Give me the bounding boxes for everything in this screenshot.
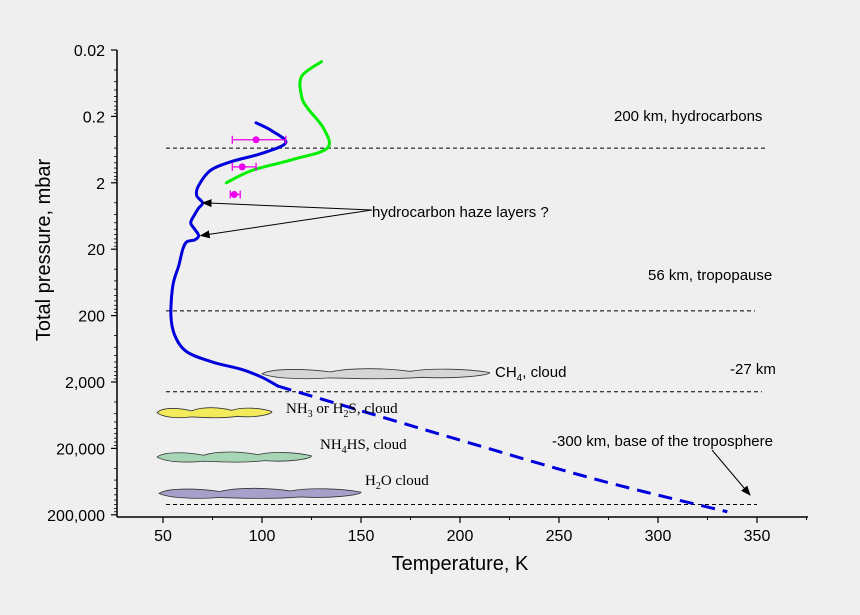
y-tick-label: 0.02 [74, 43, 105, 60]
ref-label-troposphere-base: -300 km, base of the troposphere [552, 433, 773, 450]
cloud-label-ch4: CH4, cloud [495, 364, 566, 384]
y-tick-label: 2,000 [65, 375, 105, 392]
cloud-label-nh3-h2s: NH3 or H2S, cloud [286, 401, 398, 420]
data-series [169, 60, 728, 514]
troposphere-arrow [711, 449, 751, 496]
series-line-blue-dashed [277, 384, 728, 514]
cloud-label-h2o: H2O cloud [365, 473, 429, 492]
series-line-blue [169, 121, 288, 388]
cloud-nh4hs [156, 451, 312, 463]
y-tick-label: 200,000 [47, 508, 105, 525]
ref-label-tropopause: 56 km, tropopause [648, 267, 772, 284]
x-tick-label: 50 [154, 528, 172, 545]
cloud-h2o [158, 487, 362, 499]
cloud-label-nh4hs: NH4HS, cloud [320, 437, 407, 456]
x-tick-label: 350 [744, 528, 771, 545]
annotation-arrow [199, 209, 373, 239]
cloud-ch4 [261, 368, 491, 380]
reference-lines [166, 147, 768, 506]
x-tick-label: 100 [249, 528, 276, 545]
data-point [252, 136, 260, 144]
cloud-layers [156, 368, 491, 499]
x-tick-label: 200 [447, 528, 474, 545]
haze-annotation-label: hydrocarbon haze layers ? [372, 204, 549, 221]
y-axis-title: Total pressure, mbar [33, 159, 55, 342]
y-tick-label: 0.2 [83, 109, 105, 126]
series-line-green [224, 60, 331, 185]
data-point [230, 190, 238, 198]
ref-label-hydrocarbons: 200 km, hydrocarbons [614, 108, 762, 125]
annotation-arrow [201, 199, 373, 211]
ref-label-minus27: -27 km [730, 361, 776, 378]
y-tick-label: 20,000 [56, 441, 105, 458]
x-tick-label: 300 [645, 528, 672, 545]
y-tick-label: 20 [87, 242, 105, 259]
y-tick-label: 2 [96, 176, 105, 193]
x-tick-label: 250 [546, 528, 573, 545]
axes: 50 100 150 200 250 300 350 0.02 0.2 2 20 200 2,000 20… [47, 43, 808, 545]
x-axis-title: Temperature, K [392, 553, 529, 575]
y-tick-label: 200 [78, 309, 105, 326]
data-point [238, 163, 246, 171]
annotations [199, 199, 751, 496]
cloud-nh3-h2s [156, 407, 273, 419]
x-tick-label: 150 [348, 528, 375, 545]
